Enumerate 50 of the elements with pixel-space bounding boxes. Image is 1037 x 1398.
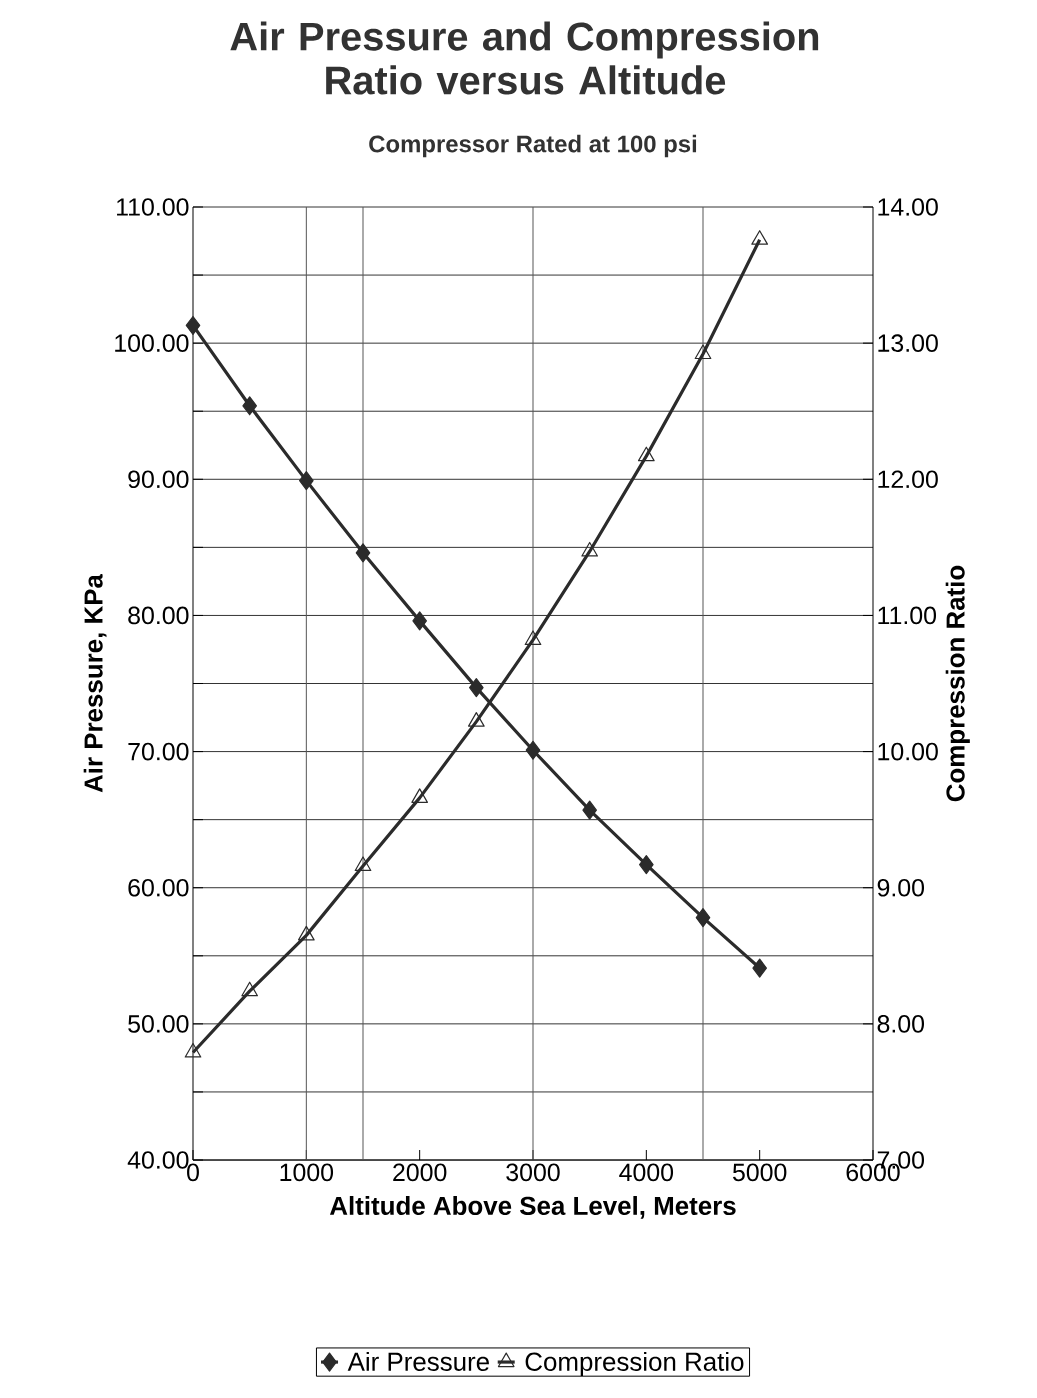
point: [184, 1042, 202, 1058]
legend-label: Compression Ratio: [525, 1351, 744, 1377]
point: [241, 981, 259, 997]
point: [581, 541, 599, 557]
x-tick-label: 4000: [619, 1163, 674, 1182]
point: [185, 315, 201, 336]
point: [525, 740, 541, 760]
point: [467, 712, 485, 727]
point: [637, 446, 655, 462]
y2-tick-label: 11.00: [878, 606, 937, 625]
y-tick-label: 80.00: [128, 606, 189, 625]
chart-subtitle: Compressor Rated at 100 psi: [369, 134, 697, 158]
x-tick-label: 3000: [506, 1163, 560, 1182]
point: [297, 925, 315, 941]
y2-tick-label: 8.00: [877, 1015, 925, 1033]
y-tick-label: 100.00: [115, 334, 189, 352]
point: [242, 396, 257, 416]
y-tick-label: 110.00: [117, 198, 189, 216]
y2-tick-label: 10.00: [878, 742, 938, 761]
point: [412, 611, 427, 631]
x-tick-label: 5000: [732, 1163, 787, 1182]
point: [411, 788, 429, 803]
y2-tick-label: 13.00: [878, 334, 938, 352]
x-tick-label: 2000: [393, 1163, 447, 1182]
point: [695, 908, 711, 928]
y-tick-label: 60.00: [128, 878, 189, 897]
point: [752, 958, 767, 978]
legend-label: Air Pressure: [347, 1351, 489, 1371]
point: [751, 230, 769, 245]
point: [469, 678, 484, 698]
point: [354, 856, 372, 872]
point: [694, 344, 712, 360]
point: [639, 855, 654, 875]
x-tick-label: 0: [187, 1163, 199, 1182]
x-tick-label: 1000: [280, 1163, 334, 1182]
chart-title: Air Pressure and Compression Ratio versus Altitude: [230, 21, 819, 95]
y-tick-label: 70.00: [128, 742, 189, 761]
point: [355, 543, 371, 563]
y-tick-label: 40.00: [127, 1151, 189, 1169]
y-tick-label: 50.00: [128, 1015, 189, 1033]
y2-tick-label: 12.00: [878, 470, 938, 489]
y-axis-title: Air Pressure, KPa: [83, 573, 107, 793]
point: [582, 800, 597, 820]
x-axis-title: Altitude Above Sea Level, Meters: [329, 1196, 736, 1219]
y2-tick-label: 9.00: [877, 878, 925, 897]
y2-axis-title: Compression Ratio: [945, 565, 970, 802]
y2-tick-label: 14.00: [878, 198, 938, 216]
y-tick-label: 90.00: [128, 470, 189, 489]
point: [299, 471, 314, 491]
point: [524, 630, 542, 646]
